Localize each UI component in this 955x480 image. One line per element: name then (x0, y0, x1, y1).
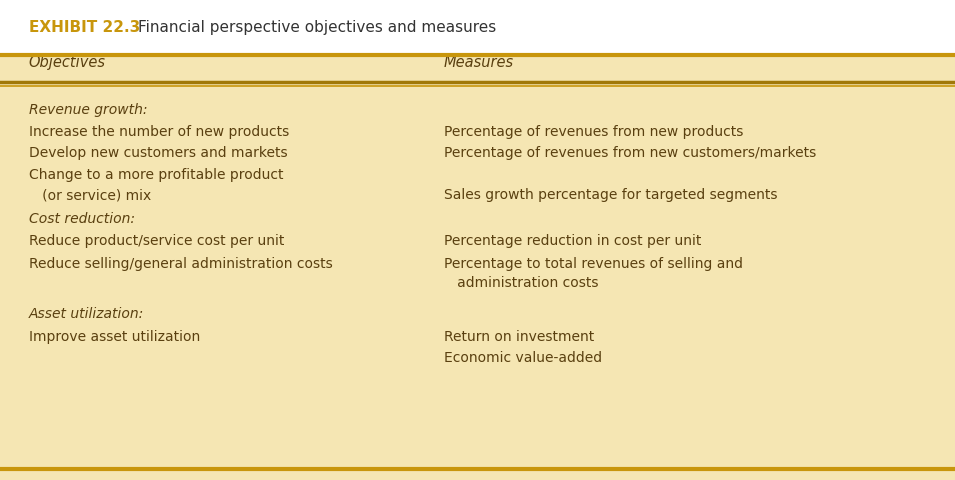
Text: Percentage to total revenues of selling and: Percentage to total revenues of selling … (444, 257, 743, 271)
Text: Reduce product/service cost per unit: Reduce product/service cost per unit (29, 234, 284, 248)
Text: Sales growth percentage for targeted segments: Sales growth percentage for targeted seg… (444, 188, 777, 202)
Text: Percentage of revenues from new customers/markets: Percentage of revenues from new customer… (444, 146, 817, 160)
Text: Percentage of revenues from new products: Percentage of revenues from new products (444, 125, 743, 139)
Text: Cost reduction:: Cost reduction: (29, 212, 135, 226)
Text: Asset utilization:: Asset utilization: (29, 307, 144, 321)
Text: EXHIBIT 22.3: EXHIBIT 22.3 (29, 20, 139, 35)
Text: Change to a more profitable product: Change to a more profitable product (29, 168, 283, 182)
Text: Percentage reduction in cost per unit: Percentage reduction in cost per unit (444, 234, 702, 248)
Bar (0, 55, 955, 480)
Text: Reduce selling/general administration costs: Reduce selling/general administration co… (29, 257, 332, 271)
Text: Develop new customers and markets: Develop new customers and markets (29, 146, 287, 160)
Text: Revenue growth:: Revenue growth: (29, 103, 147, 117)
Bar (0, 0, 955, 55)
Text: Objectives: Objectives (29, 55, 106, 70)
Text: administration costs: administration costs (444, 276, 599, 290)
Text: Increase the number of new products: Increase the number of new products (29, 125, 289, 139)
Text: Return on investment: Return on investment (444, 330, 594, 344)
Text: Economic value-added: Economic value-added (444, 351, 603, 365)
Text: (or service) mix: (or service) mix (29, 188, 151, 202)
Text: Improve asset utilization: Improve asset utilization (29, 330, 200, 344)
Text: Measures: Measures (444, 55, 514, 70)
Text: Financial perspective objectives and measures: Financial perspective objectives and mea… (138, 20, 497, 35)
